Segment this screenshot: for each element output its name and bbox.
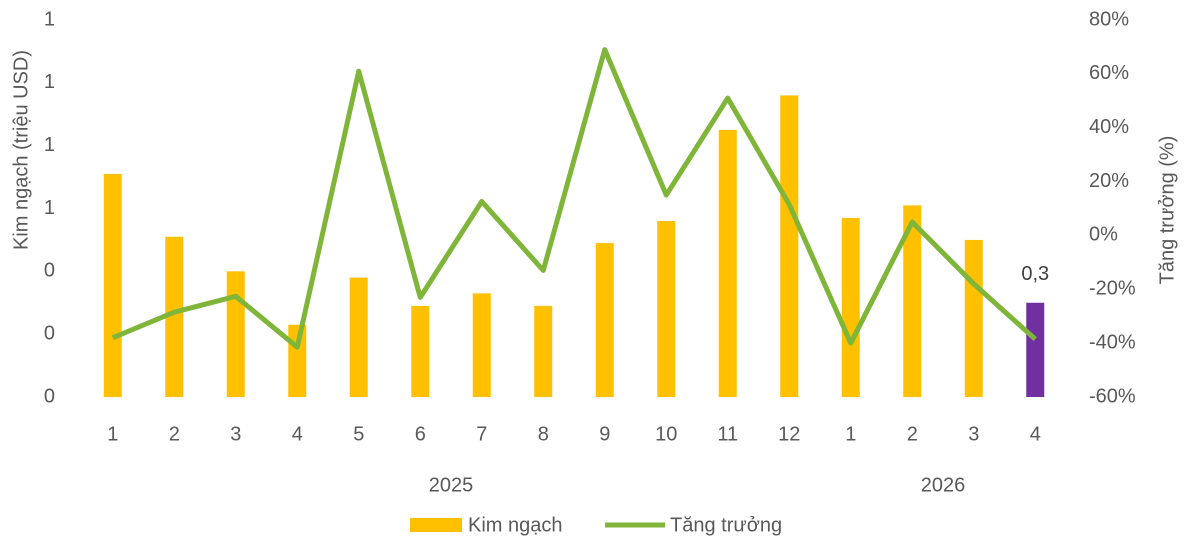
bar — [411, 305, 430, 397]
x-tick-label: 8 — [538, 423, 549, 445]
x-tick-label: 5 — [353, 423, 364, 445]
bar — [780, 95, 799, 398]
bar — [1026, 302, 1045, 397]
x-tick-label: 11 — [717, 423, 738, 445]
legend-label: Tăng trưởng — [670, 514, 782, 536]
y-tick-label: 1 — [44, 8, 55, 30]
x-tick-label: 3 — [968, 423, 979, 445]
y2-tick-label: 0% — [1089, 224, 1118, 246]
y2-tick-label: -20% — [1089, 278, 1136, 300]
y-tick-label: 1 — [44, 71, 55, 93]
x-tick-label: 10 — [655, 423, 677, 445]
y-tick-label: 0 — [44, 260, 55, 282]
y-tick-label: 0 — [44, 322, 55, 344]
x-tick-label: 2 — [169, 423, 180, 445]
bar — [349, 277, 368, 397]
x-tick-label: 1 — [845, 423, 856, 445]
bar — [165, 236, 184, 397]
x-tick-label: 6 — [415, 423, 426, 445]
data-label: 0,3 — [1021, 263, 1049, 285]
bar — [595, 243, 614, 397]
y2-tick-label: -40% — [1089, 331, 1136, 353]
x-tick-label: 12 — [778, 423, 800, 445]
bar — [718, 129, 737, 398]
y-axis-label: Kim ngạch (triệu USD) — [10, 50, 32, 250]
y-tick-label: 0 — [44, 385, 55, 407]
bar — [903, 205, 922, 397]
bar — [841, 217, 860, 397]
y2-tick-label: 60% — [1089, 62, 1129, 84]
y2-tick-label: 80% — [1089, 8, 1129, 30]
legend-swatch — [410, 518, 462, 532]
x-tick-label: 2 — [907, 423, 918, 445]
bar — [534, 305, 553, 397]
bar — [288, 324, 307, 397]
x-tick-label: 7 — [476, 423, 487, 445]
y2-axis-label: Tăng trưởng (%) — [1156, 136, 1178, 285]
bar — [103, 173, 122, 397]
x-group-label: 2026 — [921, 474, 966, 496]
bar — [226, 271, 245, 397]
x-tick-label: 1 — [107, 423, 118, 445]
legend-label: Kim ngạch — [468, 514, 563, 536]
x-tick-label: 4 — [292, 423, 303, 445]
y-tick-label: 1 — [44, 134, 55, 156]
bar — [472, 293, 491, 397]
x-group-label: 2025 — [429, 474, 474, 496]
y2-tick-label: -60% — [1089, 385, 1136, 407]
x-tick-label: 3 — [230, 423, 241, 445]
line — [111, 47, 1037, 350]
y2-tick-label: 20% — [1089, 170, 1129, 192]
y2-tick-label: 40% — [1089, 116, 1129, 138]
x-tick-label: 9 — [599, 423, 610, 445]
bar — [964, 239, 983, 397]
x-tick-label: 4 — [1030, 423, 1041, 445]
bar — [657, 221, 676, 397]
y-tick-label: 1 — [44, 197, 55, 219]
